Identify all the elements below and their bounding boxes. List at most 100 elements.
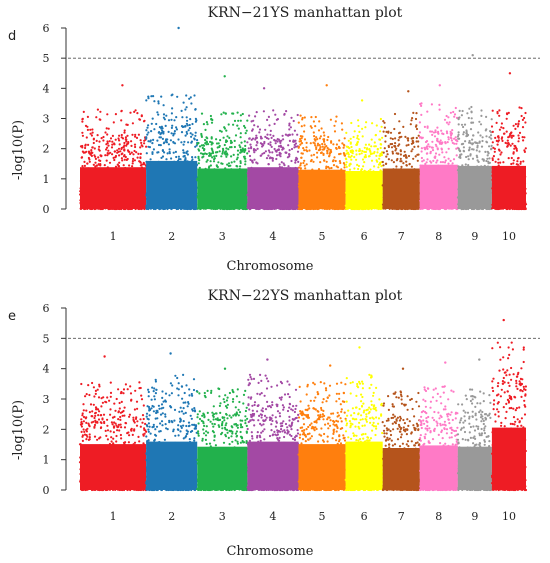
- snp-point: [158, 131, 161, 134]
- snp-point: [292, 139, 295, 142]
- y-axis-label: -log10(P): [11, 120, 26, 180]
- snp-point: [523, 136, 526, 139]
- snp-point: [121, 159, 124, 162]
- snp-point: [239, 161, 242, 165]
- snp-point: [235, 158, 238, 161]
- snp-point: [123, 131, 126, 134]
- snp-point: [202, 155, 205, 158]
- snp-point: [497, 161, 500, 164]
- snp-point: [389, 131, 393, 134]
- snp-point: [349, 162, 352, 165]
- snp-point: [345, 131, 348, 134]
- snp-point: [281, 134, 284, 137]
- snp-point: [435, 161, 438, 164]
- snp-point: [444, 142, 447, 145]
- snp-point: [119, 150, 122, 153]
- snp-point: [361, 127, 364, 130]
- snp-point: [402, 125, 405, 128]
- snp-point: [129, 111, 132, 114]
- snp-point: [167, 143, 170, 146]
- snp-point: [165, 158, 168, 161]
- snp-point: [82, 409, 85, 412]
- snp-point: [295, 156, 298, 159]
- snp-point: [447, 138, 450, 141]
- snp-point: [236, 153, 240, 156]
- snp-point: [373, 141, 376, 144]
- snp-point: [122, 155, 126, 158]
- snp-point: [290, 147, 294, 151]
- x-axis-label: Chromosome: [226, 544, 313, 559]
- snp-point: [260, 154, 263, 157]
- peak-snp-point: [407, 90, 410, 93]
- snp-point: [493, 150, 496, 153]
- snp-point: [516, 125, 520, 128]
- snp-point: [435, 145, 438, 148]
- snp-point: [141, 145, 144, 148]
- snp-point: [300, 152, 303, 155]
- snp-point: [125, 140, 128, 143]
- snp-point: [368, 155, 371, 158]
- snp-point: [365, 148, 368, 151]
- snp-point: [445, 114, 448, 118]
- snp-point: [455, 142, 458, 145]
- snp-point: [381, 136, 384, 139]
- snp-point: [447, 157, 450, 160]
- snp-point: [116, 149, 119, 152]
- snp-point: [239, 119, 242, 122]
- snp-point: [304, 167, 307, 170]
- snp-point: [283, 113, 286, 116]
- snp-point: [417, 145, 420, 148]
- snp-point: [488, 136, 491, 139]
- snp-point: [512, 134, 515, 137]
- snp-point: [280, 139, 283, 142]
- snp-point: [436, 140, 439, 143]
- snp-point: [513, 144, 516, 147]
- snp-point: [390, 159, 393, 162]
- snp-point: [486, 157, 489, 160]
- y-tick-label: 0: [43, 203, 50, 216]
- snp-point: [240, 141, 243, 144]
- snp-point: [173, 119, 176, 122]
- snp-point: [273, 138, 276, 142]
- y-tick-label: 2: [43, 143, 50, 156]
- snp-point: [465, 155, 468, 159]
- snp-point: [137, 152, 140, 155]
- snp-point: [201, 146, 204, 150]
- snp-point: [440, 148, 443, 151]
- snp-point: [449, 132, 452, 135]
- snp-point: [182, 125, 185, 128]
- snp-point: [117, 165, 121, 168]
- snp-point: [121, 152, 124, 155]
- snp-point: [163, 118, 166, 121]
- snp-point: [249, 143, 252, 146]
- snp-point: [385, 155, 388, 158]
- snp-point: [332, 159, 335, 162]
- snp-point: [184, 134, 187, 137]
- snp-point: [185, 116, 188, 119]
- snp-point: [158, 126, 161, 129]
- snp-point: [333, 130, 337, 133]
- snp-point: [95, 116, 98, 119]
- snp-point: [447, 136, 450, 139]
- snp-point: [191, 122, 194, 126]
- snp-point: [403, 150, 406, 153]
- snp-point: [186, 119, 189, 122]
- snp-point: [250, 138, 253, 141]
- snp-point: [353, 167, 356, 170]
- snp-point: [492, 155, 495, 158]
- snp-point: [109, 151, 112, 154]
- snp-point: [449, 136, 452, 139]
- snp-point: [225, 140, 229, 143]
- snp-point: [511, 142, 514, 145]
- snp-point: [266, 118, 269, 121]
- snp-point: [417, 140, 420, 143]
- snp-point: [490, 118, 493, 121]
- snp-point: [500, 151, 503, 154]
- snp-point: [288, 133, 291, 136]
- snp-point: [230, 155, 233, 158]
- snp-point: [330, 166, 333, 170]
- snp-point: [91, 151, 94, 154]
- snp-point: [79, 145, 83, 148]
- snp-point: [358, 130, 361, 133]
- snp-point: [225, 147, 228, 150]
